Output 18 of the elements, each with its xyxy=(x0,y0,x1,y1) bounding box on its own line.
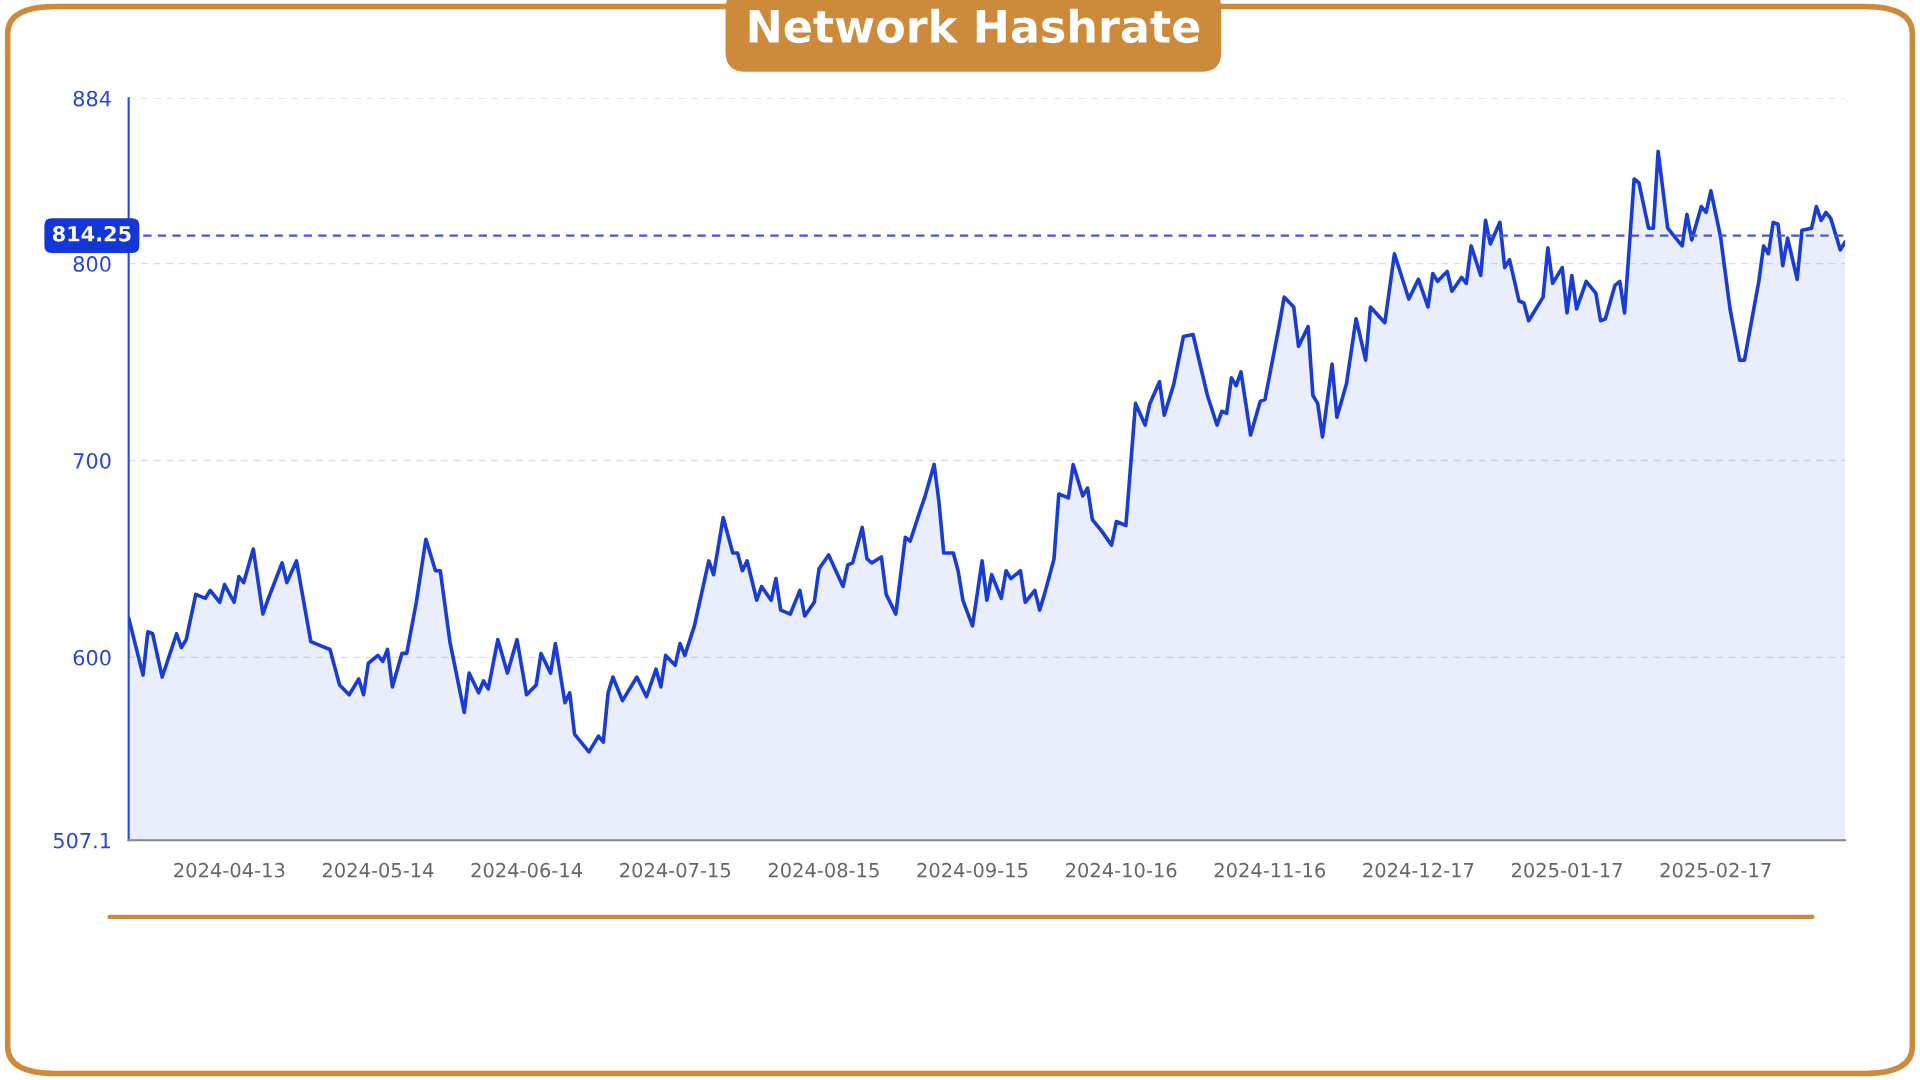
x-tick-label: 2024-12-17 xyxy=(1363,862,1474,878)
x-tick-label: 2024-06-14 xyxy=(471,862,583,878)
x-tick-label: 2024-10-16 xyxy=(1066,862,1177,878)
x-tick-label: 2025-02-17 xyxy=(1660,862,1771,878)
y-tick-label: 700 xyxy=(73,452,111,469)
x-tick-label: 2025-01-17 xyxy=(1511,862,1622,878)
ref-line-label: 814.25 xyxy=(52,225,131,242)
x-tick-label: 2024-07-15 xyxy=(620,862,731,878)
x-tick-label: 2024-11-16 xyxy=(1214,862,1326,878)
y-tick-label: 884 xyxy=(73,90,111,107)
y-tick-label: 600 xyxy=(73,649,111,666)
x-tick-label: 2024-04-13 xyxy=(174,862,285,878)
x-tick-label: 2024-05-14 xyxy=(322,862,434,878)
y-tick-label: 507.1 xyxy=(53,832,111,849)
x-tick-label: 2024-09-15 xyxy=(917,862,1028,878)
y-tick-label: 800 xyxy=(73,256,111,272)
chart-title: Network Hashrate xyxy=(749,8,1200,44)
x-tick-label: 2024-08-15 xyxy=(768,862,879,878)
